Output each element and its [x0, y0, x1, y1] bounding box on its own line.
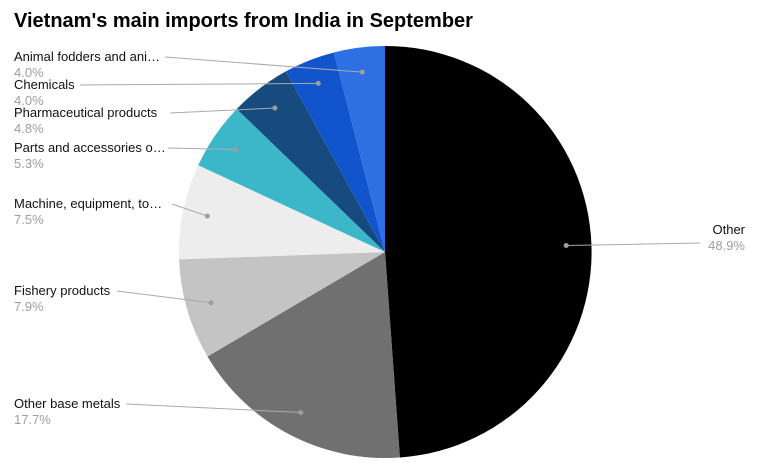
leader-dot-other [563, 243, 569, 248]
slice-label-text: Parts and accessories o… [14, 140, 166, 155]
leader-line-parts-and-accessories [167, 147, 236, 150]
leader-dot-chemicals [315, 80, 321, 86]
pie-slice-chemicals[interactable] [285, 52, 385, 253]
slice-pct-text: 7.5% [14, 212, 44, 227]
slice-label-text: Other base metals [14, 396, 121, 411]
callout-label-fishery-products: Fishery products 7.9% [14, 283, 110, 315]
callout-label-animal-fodders: Animal fodders and ani… 4.0% [14, 49, 160, 81]
leader-dot-pharmaceutical-products [272, 105, 278, 111]
pie-slice-other-base-metals[interactable] [207, 252, 400, 459]
callout-label-other: Other 48.9% [708, 222, 745, 254]
leader-dot-animal-fodders [359, 69, 365, 75]
leader-line-other [566, 242, 701, 246]
pie-slice-other[interactable] [385, 45, 592, 458]
slice-label-text: Fishery products [14, 283, 111, 298]
callout-label-chemicals: Chemicals 4.0% [14, 77, 75, 109]
slice-pct-text: 48.9% [708, 238, 745, 253]
leader-line-other-base-metals [125, 403, 301, 413]
callout-label-pharmaceutical-products: Pharmaceutical products 4.8% [14, 105, 157, 137]
leader-dot-fishery-products [208, 300, 214, 306]
pie-slice-pharmaceutical-products[interactable] [236, 71, 385, 253]
leader-line-pharmaceutical-products [169, 107, 275, 114]
leader-dot-machine-equipment [204, 213, 210, 219]
callout-label-parts-and-accessories: Parts and accessories o… 5.3% [14, 140, 166, 172]
leader-line-fishery-products [116, 290, 212, 304]
callout-label-other-base-metals: Other base metals 17.7% [14, 396, 120, 428]
pie-slice-fishery-products[interactable] [179, 252, 385, 357]
leader-line-chemicals [79, 82, 319, 86]
pie-slice-machine-equipment[interactable] [178, 165, 385, 260]
slice-pct-text: 4.8% [14, 121, 44, 136]
slice-label-text: Chemicals [14, 77, 75, 92]
chart-title: Vietnam's main imports from India in Sep… [14, 10, 473, 32]
leader-dot-parts-and-accessories [233, 147, 238, 152]
pie-slice-parts-and-accessories[interactable] [198, 109, 385, 252]
pie-slice-animal-fodders[interactable] [333, 46, 385, 252]
slice-pct-text: 4.0% [14, 93, 44, 108]
slice-pct-text: 7.9% [14, 299, 44, 314]
leader-line-animal-fodders [164, 56, 363, 73]
leader-dot-other-base-metals [298, 410, 304, 415]
slice-label-text: Animal fodders and ani… [14, 49, 160, 64]
slice-pct-text: 4.0% [14, 65, 44, 80]
callout-label-machine-equipment: Machine, equipment, to… 7.5% [14, 196, 162, 228]
leader-line-machine-equipment [171, 203, 208, 217]
slice-label-text: Pharmaceutical products [14, 105, 158, 120]
slice-label-text: Machine, equipment, to… [14, 196, 163, 211]
slice-pct-text: 5.3% [14, 156, 44, 171]
slice-label-text: Other [712, 222, 745, 237]
slice-pct-text: 17.7% [14, 412, 51, 427]
